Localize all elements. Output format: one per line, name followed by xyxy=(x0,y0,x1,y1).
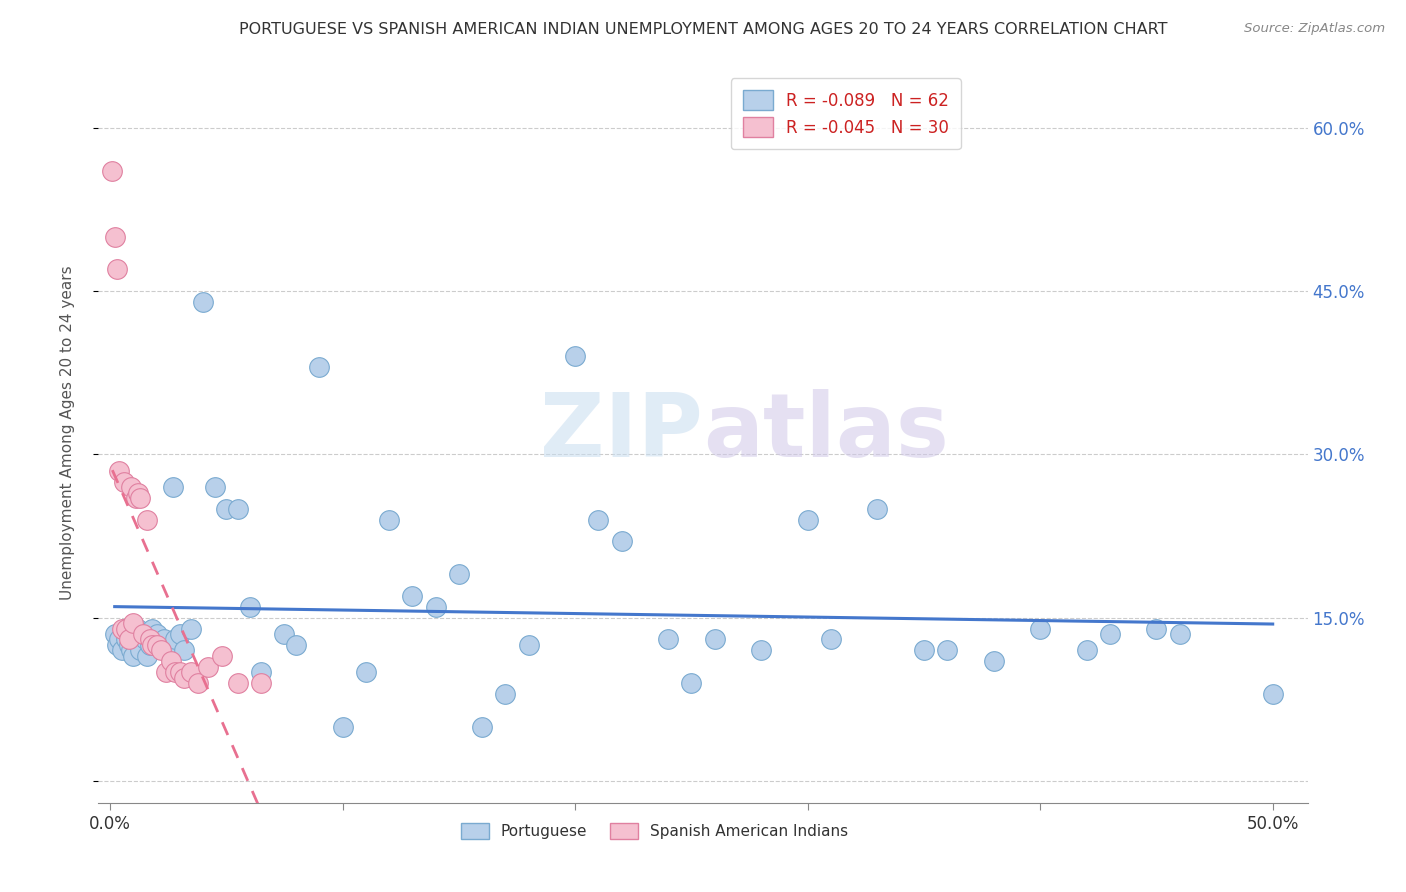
Portuguese xyxy=(936,643,959,657)
Portuguese xyxy=(401,589,423,603)
Spanish American Indians xyxy=(104,229,127,244)
Portuguese xyxy=(517,638,540,652)
Portuguese xyxy=(425,599,447,614)
Spanish American Indians xyxy=(111,622,134,636)
Portuguese xyxy=(191,295,214,310)
Portuguese xyxy=(152,632,174,647)
Spanish American Indians xyxy=(131,627,153,641)
Portuguese xyxy=(162,480,184,494)
Portuguese xyxy=(122,648,145,663)
Portuguese xyxy=(681,676,703,690)
Text: PORTUGUESE VS SPANISH AMERICAN INDIAN UNEMPLOYMENT AMONG AGES 20 TO 24 YEARS COR: PORTUGUESE VS SPANISH AMERICAN INDIAN UN… xyxy=(239,22,1167,37)
Portuguese xyxy=(173,643,195,657)
Text: atlas: atlas xyxy=(703,389,949,476)
Spanish American Indians xyxy=(115,622,138,636)
Spanish American Indians xyxy=(141,638,163,652)
Spanish American Indians xyxy=(150,643,173,657)
Portuguese xyxy=(703,632,725,647)
Portuguese xyxy=(1168,627,1191,641)
Spanish American Indians xyxy=(124,491,146,505)
Portuguese xyxy=(118,638,141,652)
Portuguese xyxy=(447,567,470,582)
Portuguese xyxy=(134,632,156,647)
Portuguese xyxy=(796,513,818,527)
Portuguese xyxy=(150,638,173,652)
Portuguese xyxy=(169,627,191,641)
Text: ZIP: ZIP xyxy=(540,389,703,476)
Spanish American Indians xyxy=(145,638,167,652)
Portuguese xyxy=(332,720,354,734)
Portuguese xyxy=(180,622,202,636)
Portuguese xyxy=(285,638,308,652)
Y-axis label: Unemployment Among Ages 20 to 24 years: Unemployment Among Ages 20 to 24 years xyxy=(60,265,75,600)
Portuguese xyxy=(610,534,633,549)
Portuguese xyxy=(354,665,377,680)
Portuguese xyxy=(104,627,127,641)
Portuguese xyxy=(588,513,610,527)
Spanish American Indians xyxy=(250,676,273,690)
Spanish American Indians xyxy=(127,485,149,500)
Spanish American Indians xyxy=(138,632,160,647)
Portuguese xyxy=(820,632,842,647)
Portuguese xyxy=(749,643,772,657)
Portuguese xyxy=(127,622,149,636)
Portuguese xyxy=(1076,643,1098,657)
Portuguese xyxy=(111,643,134,657)
Spanish American Indians xyxy=(118,632,141,647)
Legend: Portuguese, Spanish American Indians: Portuguese, Spanish American Indians xyxy=(454,815,856,847)
Portuguese xyxy=(138,638,160,652)
Spanish American Indians xyxy=(112,475,135,489)
Spanish American Indians xyxy=(122,616,145,631)
Portuguese xyxy=(215,501,238,516)
Portuguese xyxy=(250,665,273,680)
Portuguese xyxy=(204,480,226,494)
Portuguese xyxy=(912,643,935,657)
Portuguese xyxy=(145,627,167,641)
Portuguese xyxy=(115,632,138,647)
Spanish American Indians xyxy=(101,164,124,178)
Spanish American Indians xyxy=(159,654,181,668)
Spanish American Indians xyxy=(129,491,152,505)
Spanish American Indians xyxy=(187,676,209,690)
Spanish American Indians xyxy=(211,648,233,663)
Portuguese xyxy=(129,643,152,657)
Portuguese xyxy=(165,632,187,647)
Spanish American Indians xyxy=(180,665,202,680)
Portuguese xyxy=(308,360,330,375)
Spanish American Indians xyxy=(165,665,187,680)
Portuguese xyxy=(471,720,494,734)
Portuguese xyxy=(983,654,1005,668)
Portuguese xyxy=(226,501,249,516)
Portuguese xyxy=(120,643,142,657)
Portuguese xyxy=(124,632,146,647)
Spanish American Indians xyxy=(108,464,131,478)
Portuguese xyxy=(112,622,135,636)
Portuguese xyxy=(494,687,516,701)
Text: Source: ZipAtlas.com: Source: ZipAtlas.com xyxy=(1244,22,1385,36)
Portuguese xyxy=(273,627,295,641)
Spanish American Indians xyxy=(120,480,142,494)
Portuguese xyxy=(866,501,889,516)
Portuguese xyxy=(657,632,679,647)
Portuguese xyxy=(141,622,163,636)
Spanish American Indians xyxy=(105,262,128,277)
Portuguese xyxy=(108,632,131,647)
Spanish American Indians xyxy=(169,665,191,680)
Portuguese xyxy=(1261,687,1284,701)
Portuguese xyxy=(564,350,586,364)
Spanish American Indians xyxy=(197,659,219,673)
Portuguese xyxy=(136,648,159,663)
Portuguese xyxy=(239,599,262,614)
Portuguese xyxy=(1098,627,1121,641)
Spanish American Indians xyxy=(136,513,159,527)
Spanish American Indians xyxy=(155,665,177,680)
Portuguese xyxy=(105,638,128,652)
Portuguese xyxy=(1144,622,1167,636)
Spanish American Indians xyxy=(173,671,195,685)
Portuguese xyxy=(157,643,180,657)
Portuguese xyxy=(378,513,401,527)
Spanish American Indians xyxy=(226,676,249,690)
Portuguese xyxy=(1029,622,1052,636)
